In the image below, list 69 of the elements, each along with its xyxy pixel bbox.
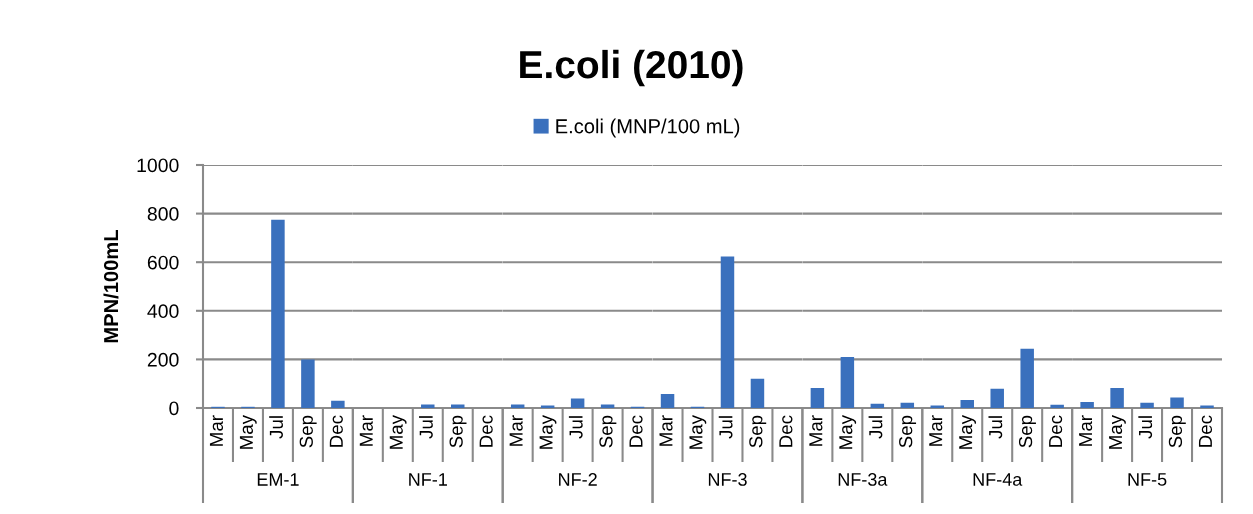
bar (960, 399, 974, 408)
bar (271, 219, 285, 408)
x-tick-label: Mar (509, 415, 523, 446)
x-tick-label: May (689, 414, 707, 449)
x-axis-title: NF-5 (1128, 473, 1167, 486)
x-tick-label: Jul (568, 416, 583, 439)
x-tick-label: Dec (329, 415, 343, 447)
x-tick-label: Sep (749, 415, 767, 448)
y-tick-label: 1000 (137, 158, 179, 173)
x-axis-title: NF-1 (409, 473, 447, 486)
x-tick-label: Dec (1198, 415, 1213, 447)
x-axis-title: NF-2 (559, 473, 597, 486)
x-tick-label: Jul (868, 416, 883, 439)
bar (720, 256, 735, 408)
x-tick-label: Dec (779, 415, 793, 447)
x-tick-label: May (959, 414, 976, 449)
x-tick-label: Mar (809, 415, 823, 446)
x-axis-title: NF-3 (708, 473, 747, 486)
y-axis-title: MPN/100mL (103, 230, 119, 343)
x-tick-label: Jul (718, 416, 733, 439)
legend-label: E.coli (MNP/100 mL) (556, 118, 740, 138)
bar (1050, 404, 1064, 408)
x-tick-label: Jul (1138, 416, 1153, 439)
x-tick-label: May (239, 414, 257, 449)
x-tick-label: May (839, 414, 857, 449)
x-tick-label: Jul (269, 416, 283, 439)
bar (1140, 402, 1154, 408)
bar (1080, 401, 1094, 408)
x-axis-title: EM-1 (257, 473, 299, 486)
y-tick-label: 600 (147, 255, 179, 270)
bar (1020, 348, 1034, 408)
x-tick-label: Sep (1168, 415, 1186, 448)
bar (840, 356, 855, 408)
y-tick-label: 200 (147, 352, 179, 367)
y-tick-label: 0 (169, 401, 179, 416)
y-tick-label: 400 (147, 304, 179, 319)
x-tick-label: Dec (479, 415, 493, 447)
y-tick-label: 800 (147, 207, 179, 221)
bar (301, 359, 315, 408)
x-axis-title: NF-4a (973, 473, 1023, 486)
chart-title: E.coli (2010) (520, 49, 743, 87)
bar (750, 378, 765, 408)
x-tick-label: Sep (599, 415, 617, 448)
bar (990, 388, 1004, 408)
bar (870, 403, 885, 408)
bar (570, 398, 585, 408)
x-tick-label: Mar (209, 415, 224, 446)
bar (331, 400, 345, 408)
bar (810, 388, 825, 408)
x-tick-label: Sep (1018, 415, 1036, 448)
x-tick-label: Mar (1079, 415, 1093, 446)
x-tick-label: May (539, 414, 557, 449)
x-tick-label: Jul (419, 416, 433, 439)
x-tick-label: May (1109, 414, 1126, 449)
x-tick-label: Sep (449, 415, 467, 448)
x-tick-label: Dec (1049, 415, 1063, 447)
x-tick-label: May (389, 414, 407, 449)
bar (660, 393, 675, 408)
x-tick-label: Mar (659, 415, 673, 446)
x-tick-label: Dec (629, 415, 643, 447)
x-tick-label: Mar (929, 415, 943, 446)
bar (1110, 388, 1124, 408)
x-tick-label: Jul (988, 416, 1003, 439)
x-tick-label: Mar (359, 415, 373, 446)
x-axis-title: NF-3a (838, 473, 888, 486)
bar (1170, 397, 1184, 408)
x-tick-label: Sep (299, 415, 317, 448)
x-tick-label: Sep (899, 415, 917, 448)
bar (900, 402, 915, 408)
